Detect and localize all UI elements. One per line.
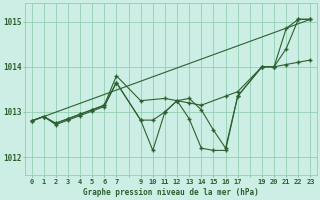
X-axis label: Graphe pression niveau de la mer (hPa): Graphe pression niveau de la mer (hPa) (83, 188, 259, 197)
